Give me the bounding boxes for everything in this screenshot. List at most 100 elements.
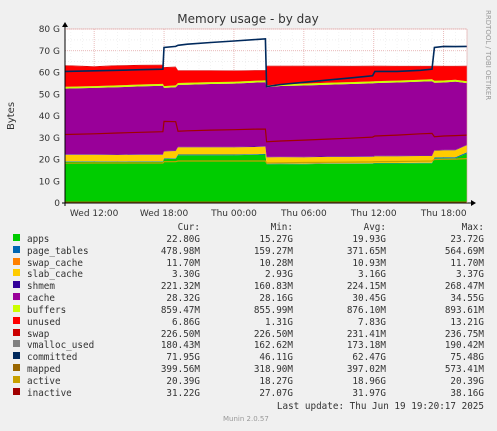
legend-rows: apps 22.80G 15.27G 19.93G 23.72G page_tables 4… [0, 233, 497, 400]
legend-cur: 22.80G [166, 233, 200, 245]
legend-avg: 62.47G [352, 352, 386, 364]
x-tick-label: Thu 06:00 [280, 209, 327, 219]
legend-avg: 10.93M [352, 257, 386, 269]
y-tick-label: 80 G [39, 25, 60, 35]
line-committed [64, 37, 468, 88]
legend-cur: 859.47M [160, 304, 200, 316]
legend-row: swap 226.50M 226.50M 231.41M 236.75M [0, 328, 497, 341]
legend-max: 268.47M [444, 281, 484, 293]
legend-max: 75.48G [450, 352, 484, 364]
chart-title: Memory usage - by day [177, 12, 318, 26]
legend-avg: 31.97G [352, 387, 386, 399]
legend-max: 190.42M [444, 340, 484, 352]
axes [62, 22, 476, 206]
legend-swatch [13, 375, 20, 383]
legend-avg: 231.41M [346, 328, 386, 340]
legend-cur: 478.98M [160, 245, 200, 257]
legend-avg: 397.02M [346, 364, 386, 376]
legend-min: 855.99M [253, 304, 293, 316]
x-tick-label: Thu 12:00 [350, 209, 397, 219]
legend-min: 10.28M [259, 257, 293, 269]
legend-swatch [13, 257, 20, 265]
legend-row: inactive 31.22G 27.07G 31.97G 38.16G [0, 387, 497, 400]
legend-min: 2.93G [265, 269, 293, 281]
legend-max: 13.21G [450, 316, 484, 328]
legend-row: vmalloc_used 180.43M 162.62M 173.18M 190.42M [0, 340, 497, 352]
legend-swatch [13, 245, 20, 253]
legend-max: 3.37G [456, 269, 484, 281]
legend-row: mapped 399.56M 318.90M 397.02M 573.41M [0, 364, 497, 376]
y-tick-label: 20 G [39, 156, 60, 166]
legend-series-name: swap_cache [27, 257, 83, 269]
header-max: Max: [461, 222, 484, 233]
legend-series-name: buffers [27, 304, 67, 316]
legend-avg: 7.83G [358, 316, 386, 328]
legend-min: 318.90M [253, 364, 293, 376]
legend-min: 18.27G [259, 375, 293, 387]
legend-min: 1.31G [265, 316, 293, 328]
legend-series-name: unused [27, 316, 61, 328]
legend-avg: 371.65M [346, 245, 386, 257]
legend-swatch [13, 316, 20, 324]
area-slab-cache [65, 145, 467, 164]
legend-swatch [13, 387, 20, 395]
legend-series-name: inactive [27, 387, 72, 399]
legend-row: swap_cache 11.70M 10.28M 10.93M 11.70M [0, 257, 497, 270]
legend-avg: 3.16G [358, 269, 386, 281]
munin-version: Munin 2.0.57 [223, 415, 269, 423]
last-update: Last update: Thu Jun 19 19:20:17 2025 [276, 401, 484, 412]
legend-swatch [13, 340, 20, 348]
legend-series-name: slab_cache [27, 269, 83, 281]
legend-min: 162.62M [253, 340, 293, 352]
x-tick-labels: Wed 12:00 Wed 18:00 Thu 00:00 Thu 06:00 Thu … [70, 209, 467, 219]
legend-series-name: mapped [27, 364, 61, 376]
y-tick-label: 0 [54, 199, 60, 209]
legend-max: 38.16G [450, 387, 484, 399]
legend-cur: 11.70M [166, 257, 200, 269]
y-tick-label: 10 G [39, 177, 60, 187]
legend-max: 564.69M [444, 245, 484, 257]
legend-avg: 173.18M [346, 340, 386, 352]
legend-series-name: vmalloc_used [27, 340, 95, 352]
legend-cur: 399.56M [160, 364, 200, 376]
legend-cur: 221.32M [160, 281, 200, 293]
area-cache [65, 81, 467, 157]
x-tick-label: Wed 18:00 [140, 209, 189, 219]
legend: Cur: Min: Avg: Max: apps 22.80G 15.27G 19.9… [0, 222, 497, 400]
legend-swatch [13, 269, 20, 277]
legend-max: 11.70M [450, 257, 484, 269]
area-page-tables [65, 152, 467, 165]
area-apps [65, 153, 467, 203]
legend-swatch [13, 352, 20, 360]
legend-swatch [13, 281, 20, 289]
line-inactive [64, 120, 468, 143]
legend-row: cache 28.32G 28.16G 30.45G 34.55G [0, 293, 497, 305]
legend-min: 46.11G [259, 352, 293, 364]
y-tick-label: 60 G [39, 69, 60, 79]
legend-min: 27.07G [259, 387, 293, 399]
header-min: Min: [270, 222, 293, 233]
legend-avg: 224.15M [346, 281, 386, 293]
legend-cur: 6.86G [172, 316, 200, 328]
legend-cur: 31.22G [166, 387, 200, 399]
legend-series-name: page_tables [27, 245, 89, 257]
legend-avg: 18.96G [352, 375, 386, 387]
y-axis-label: Bytes [6, 102, 17, 130]
legend-max: 34.55G [450, 293, 484, 305]
y-tick-label: 50 G [39, 90, 60, 100]
legend-min: 15.27G [259, 233, 293, 245]
legend-row: committed 71.95G 46.11G 62.47G 75.48G [0, 352, 497, 364]
legend-row: shmem 221.32M 160.83M 224.15M 268.47M [0, 281, 497, 293]
legend-avg: 30.45G [352, 293, 386, 305]
legend-avg: 876.10M [346, 304, 386, 316]
legend-row: buffers 859.47M 855.99M 876.10M 893.61M [0, 304, 497, 317]
legend-cur: 20.39G [166, 375, 200, 387]
legend-max: 20.39G [450, 375, 484, 387]
legend-min: 159.27M [253, 245, 293, 257]
legend-swatch [13, 364, 20, 372]
legend-cur: 180.43M [160, 340, 200, 352]
rrdtool-credit: RRDTOOL / TOBI OETIKER [484, 10, 492, 100]
legend-series-name: committed [27, 352, 78, 364]
legend-row: slab_cache 3.30G 2.93G 3.16G 3.37G [0, 269, 497, 281]
y-tick-label: 40 G [39, 112, 60, 122]
